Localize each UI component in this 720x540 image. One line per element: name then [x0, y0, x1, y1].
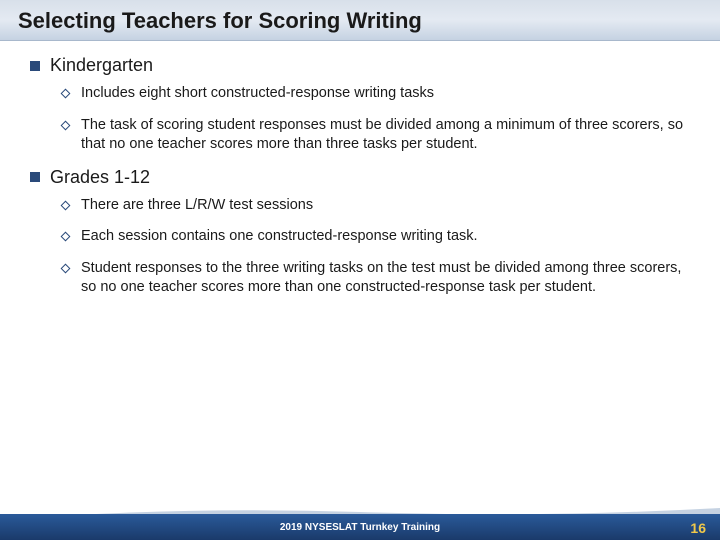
bullet-text: There are three L/R/W test sessions [81, 196, 313, 216]
list-item: Includes eight short constructed-respons… [62, 84, 690, 104]
diamond-bullet-icon [61, 263, 71, 273]
section-header: Grades 1-12 [30, 167, 690, 188]
diamond-bullet-icon [61, 120, 71, 130]
section-header: Kindergarten [30, 55, 690, 76]
list-item: The task of scoring student responses mu… [62, 116, 690, 155]
bullet-text: The task of scoring student responses mu… [81, 116, 690, 155]
content-area: Kindergarten Includes eight short constr… [0, 41, 720, 298]
title-bar: Selecting Teachers for Scoring Writing [0, 0, 720, 41]
slide-title: Selecting Teachers for Scoring Writing [18, 8, 702, 34]
square-bullet-icon [30, 172, 40, 182]
square-bullet-icon [30, 61, 40, 71]
section-heading: Grades 1-12 [50, 167, 150, 188]
bullet-text: Includes eight short constructed-respons… [81, 84, 434, 104]
bullet-list: Includes eight short constructed-respons… [30, 84, 690, 155]
list-item: There are three L/R/W test sessions [62, 196, 690, 216]
footer-bar: 2019 NYSESLAT Turnkey Training 16 [0, 514, 720, 540]
section-grades: Grades 1-12 There are three L/R/W test s… [30, 167, 690, 298]
bullet-text: Student responses to the three writing t… [81, 259, 690, 298]
diamond-bullet-icon [61, 232, 71, 242]
page-number: 16 [690, 520, 706, 536]
section-kindergarten: Kindergarten Includes eight short constr… [30, 55, 690, 155]
bullet-text: Each session contains one constructed-re… [81, 227, 478, 247]
section-heading: Kindergarten [50, 55, 153, 76]
list-item: Each session contains one constructed-re… [62, 227, 690, 247]
diamond-bullet-icon [61, 200, 71, 210]
bullet-list: There are three L/R/W test sessions Each… [30, 196, 690, 298]
diamond-bullet-icon [61, 89, 71, 99]
footer-text: 2019 NYSESLAT Turnkey Training [280, 522, 440, 533]
list-item: Student responses to the three writing t… [62, 259, 690, 298]
